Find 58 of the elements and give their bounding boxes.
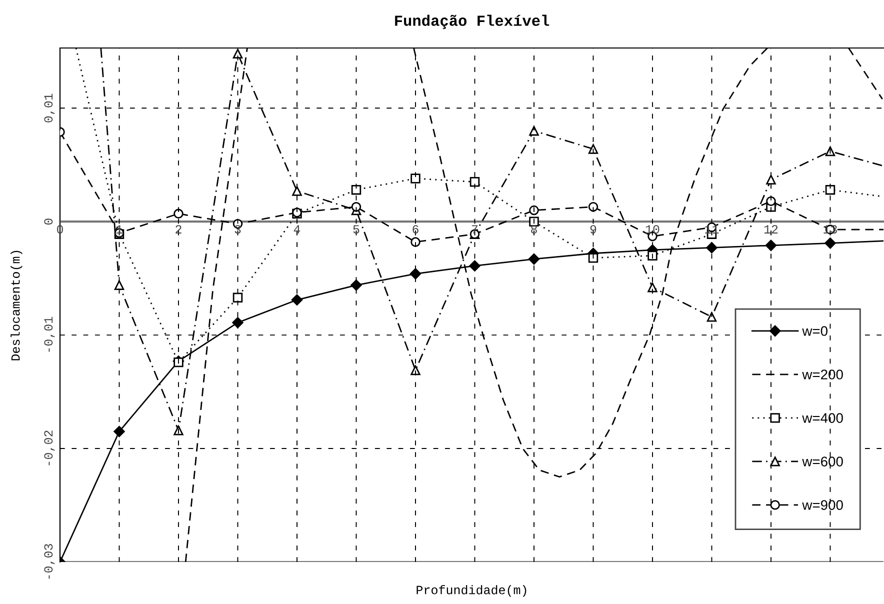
x-tick-label: 5 bbox=[353, 225, 360, 234]
legend-label: w=900 bbox=[802, 500, 843, 510]
point bbox=[410, 365, 420, 376]
point bbox=[351, 184, 362, 195]
x-axis-title: Profundidade(m) bbox=[416, 585, 526, 597]
chart-title: Fundação Flexível bbox=[395, 14, 550, 30]
point bbox=[706, 312, 717, 322]
x-tick-label: 12 bbox=[764, 225, 778, 234]
point bbox=[291, 294, 303, 306]
x-tick-label: 6 bbox=[412, 225, 418, 234]
point bbox=[706, 242, 718, 254]
point bbox=[232, 48, 243, 59]
point bbox=[114, 280, 124, 290]
point bbox=[174, 208, 184, 219]
point bbox=[528, 253, 540, 265]
point bbox=[765, 240, 777, 252]
point bbox=[825, 184, 836, 195]
point bbox=[351, 202, 362, 212]
point bbox=[588, 202, 598, 212]
point bbox=[766, 196, 776, 206]
point bbox=[469, 260, 480, 272]
point bbox=[410, 268, 422, 280]
y-tick-label: -0,03 bbox=[44, 544, 55, 579]
point bbox=[114, 426, 125, 438]
point bbox=[825, 146, 836, 156]
legend-label: w=400 bbox=[802, 413, 843, 423]
point bbox=[232, 292, 243, 302]
point bbox=[410, 174, 420, 184]
point bbox=[174, 426, 184, 436]
legend-label: w=0 bbox=[802, 326, 828, 336]
y-tick-label: 0 bbox=[44, 218, 53, 225]
y-axis-title: Deslocamento(m) bbox=[10, 250, 22, 360]
point bbox=[470, 177, 480, 187]
point bbox=[410, 237, 420, 247]
x-tick-label: 7 bbox=[472, 225, 478, 234]
point bbox=[529, 205, 539, 216]
point bbox=[588, 253, 598, 263]
x-tick-label: 8 bbox=[531, 225, 537, 234]
y-tick-label: 0,01 bbox=[44, 94, 55, 122]
point bbox=[529, 216, 539, 226]
point bbox=[292, 186, 302, 196]
y-tick-label: -0,01 bbox=[44, 316, 55, 352]
point bbox=[648, 282, 658, 292]
x-tick-label: 4 bbox=[294, 225, 300, 234]
y-tick-label: -0,02 bbox=[44, 430, 55, 466]
x-tick-label: 9 bbox=[590, 225, 596, 234]
point bbox=[766, 174, 776, 184]
point bbox=[824, 238, 836, 249]
legend-label: w=200 bbox=[802, 370, 843, 380]
point bbox=[232, 316, 244, 328]
point bbox=[648, 250, 658, 261]
point bbox=[529, 126, 539, 136]
point bbox=[350, 280, 362, 291]
point bbox=[588, 144, 598, 154]
x-tick-label: 2 bbox=[176, 225, 182, 234]
x-tick-label: 1 bbox=[116, 225, 122, 234]
x-tick-label: 10 bbox=[646, 225, 660, 234]
legend-label: w=600 bbox=[802, 456, 843, 466]
